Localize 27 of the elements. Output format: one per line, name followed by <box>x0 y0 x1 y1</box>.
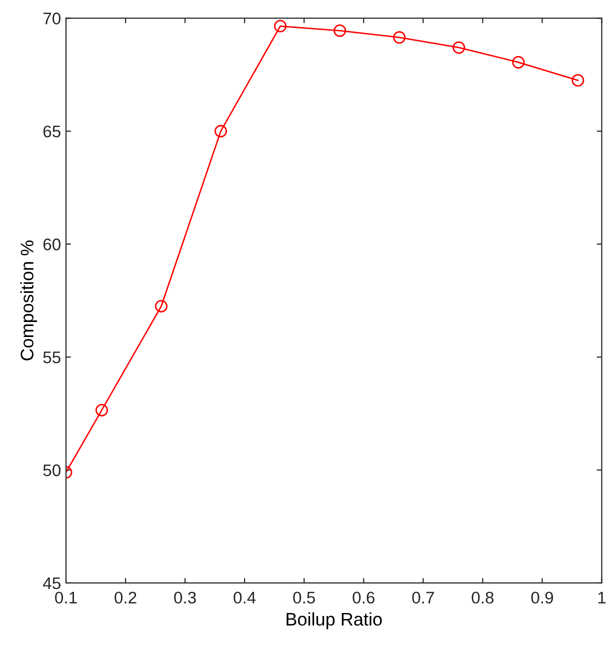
point <box>452 41 466 54</box>
y-tick-label: 45 <box>42 578 60 590</box>
point <box>393 31 406 44</box>
point <box>572 74 584 87</box>
y-tick-label: 60 <box>43 238 60 250</box>
x-tick-label: 0.9 <box>531 592 553 604</box>
x-tick-label: 0.8 <box>472 592 494 604</box>
y-axis-title: Composition % <box>20 240 38 360</box>
point <box>334 24 346 37</box>
x-tick-label: 0.6 <box>352 592 374 604</box>
point <box>154 300 168 312</box>
x-tick-label: 0.7 <box>412 592 434 604</box>
y-tick-label: 50 <box>43 464 60 476</box>
x-tick-label: 0.3 <box>174 592 196 604</box>
point <box>95 404 108 416</box>
point <box>512 56 525 69</box>
y-tick-label: 70 <box>43 12 60 24</box>
y-tick-label: 55 <box>43 352 60 364</box>
x-tick-label: 0.4 <box>234 592 256 604</box>
y-tick-label: 65 <box>43 126 60 138</box>
x-tick-label: 0.5 <box>293 592 315 604</box>
x-tick-label: 1 <box>598 592 606 604</box>
x-tick-label: 0.1 <box>55 592 77 604</box>
x-axis-title: Boilup Ratio <box>286 612 382 630</box>
x-tick-label: 0.2 <box>114 592 136 604</box>
point <box>214 124 228 138</box>
point <box>274 20 287 32</box>
